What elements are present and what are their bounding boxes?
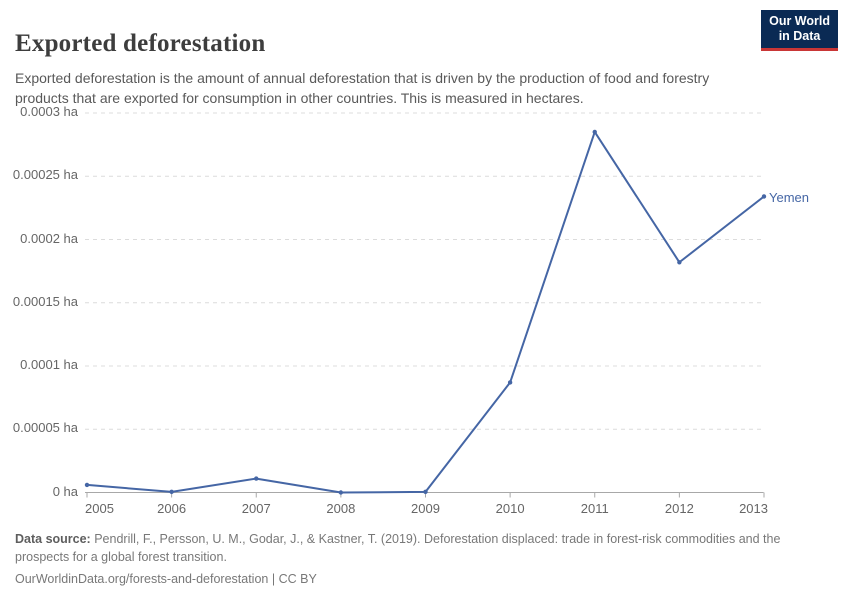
data-source-label: Data source: bbox=[15, 532, 91, 546]
data-point-marker bbox=[84, 482, 90, 488]
data-source-line: Data source: Pendrill, F., Persson, U. M… bbox=[15, 530, 837, 566]
data-source-text: Pendrill, F., Persson, U. M., Godar, J.,… bbox=[15, 532, 781, 564]
owid-article-link[interactable]: OurWorldinData.org/forests-and-deforesta… bbox=[15, 572, 269, 586]
data-point-marker bbox=[169, 489, 174, 495]
y-axis-tick-label: 0 ha bbox=[52, 483, 78, 499]
data-point-marker bbox=[761, 194, 767, 199]
x-axis-tick-label: 2008 bbox=[326, 501, 356, 516]
y-axis-tick-label: 0.00015 ha bbox=[12, 293, 78, 309]
chart-subtitle: Exported deforestation is the amount of … bbox=[15, 70, 710, 106]
y-axis-tick-label: 0.0002 ha bbox=[20, 230, 78, 246]
y-axis-tick-label: 0.00005 ha bbox=[12, 420, 78, 436]
y-axis-tick-label: 0.00025 ha bbox=[12, 167, 78, 183]
license-separator: | bbox=[268, 572, 279, 586]
x-axis-tick-label: 2009 bbox=[411, 501, 440, 516]
chart-footer: Data source: Pendrill, F., Persson, U. M… bbox=[15, 530, 837, 588]
y-axis: 0 ha 0.00005 ha 0.0001 ha 0.00015 ha 0.0002 … bbox=[0, 0, 78, 520]
x-axis-tick-label: 2005 bbox=[85, 501, 114, 516]
x-axis-tick-label: 2006 bbox=[157, 501, 187, 516]
y-axis-tick-label: 0.0003 ha bbox=[20, 104, 78, 119]
x-axis-tick-label: 2010 bbox=[495, 501, 525, 516]
data-point-marker bbox=[338, 490, 344, 495]
data-point-marker bbox=[423, 489, 428, 495]
x-axis-tick-label: 2011 bbox=[580, 501, 609, 516]
y-axis-tick-label: 0.0001 ha bbox=[20, 357, 78, 372]
data-point-marker bbox=[254, 476, 259, 481]
owid-logo-line1: Our World bbox=[769, 14, 830, 28]
trend-line bbox=[86, 130, 765, 494]
data-point-marker bbox=[592, 129, 597, 135]
x-axis-tick-label: 2007 bbox=[241, 501, 271, 516]
license-line: OurWorldinData.org/forests-and-deforesta… bbox=[15, 570, 837, 588]
series-label-yemen: Yemen bbox=[769, 190, 809, 205]
owid-logo[interactable]: Our World in Data bbox=[761, 10, 838, 51]
cc-by-link[interactable]: CC BY bbox=[278, 572, 317, 586]
x-axis-tick-label: 2012 bbox=[664, 501, 694, 516]
data-point-marker bbox=[677, 260, 682, 265]
x-axis-tick-label: 2013 bbox=[739, 501, 768, 516]
owid-logo-line2: in Data bbox=[778, 29, 821, 43]
data-point-marker bbox=[507, 380, 513, 385]
page-title: Exported deforestation bbox=[15, 29, 266, 57]
